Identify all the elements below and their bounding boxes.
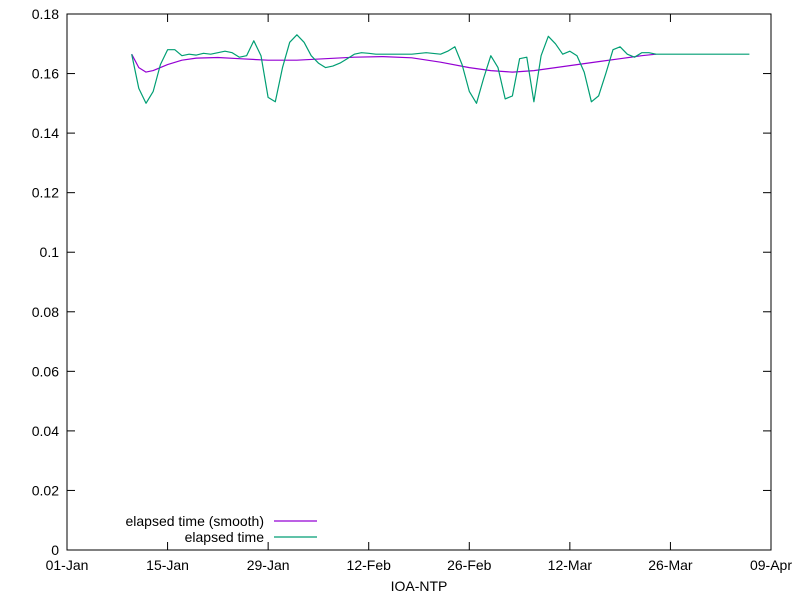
x-axis: 01-Jan 15-Jan 29-Jan 12-Feb 26-Feb 12-Mar 26-M…: [46, 14, 792, 573]
y-tick-label: 0.16: [32, 66, 59, 82]
y-tick-label: 0.12: [32, 185, 59, 201]
legend: elapsed time (smooth)elapsed time: [125, 513, 317, 545]
x-tick-label: 01-Jan: [46, 557, 89, 573]
x-tick-label: 15-Jan: [146, 557, 189, 573]
y-tick-label: 0: [51, 542, 59, 558]
x-tick-label: 12-Feb: [347, 557, 392, 573]
x-axis-label: IOA-NTP: [391, 578, 448, 594]
legend-label: elapsed time: [185, 529, 265, 545]
x-tick-label: 12-Mar: [548, 557, 593, 573]
legend-label: elapsed time (smooth): [125, 513, 264, 529]
y-tick-label: 0.14: [32, 125, 59, 141]
y-tick-label: 0.04: [32, 423, 59, 439]
series-line-smooth: [131, 53, 657, 73]
series-line-raw: [131, 34, 750, 104]
series-layer: [131, 34, 750, 104]
plot-frame: [66, 13, 772, 551]
y-tick-label: 0.08: [32, 304, 59, 320]
x-tick-label: 29-Jan: [247, 557, 290, 573]
x-tick-label: 09-Apr: [750, 557, 792, 573]
y-axis: 0 0.02 0.04 0.06 0.08 0.1 0.12 0.14 0.16 0.18: [32, 6, 771, 558]
x-tick-label: 26-Mar: [648, 557, 693, 573]
x-tick-label: 26-Feb: [447, 557, 492, 573]
y-tick-label: 0.06: [32, 363, 59, 379]
y-tick-label: 0.1: [40, 244, 60, 260]
y-tick-label: 0.02: [32, 482, 59, 498]
y-tick-label: 0.18: [32, 6, 59, 22]
